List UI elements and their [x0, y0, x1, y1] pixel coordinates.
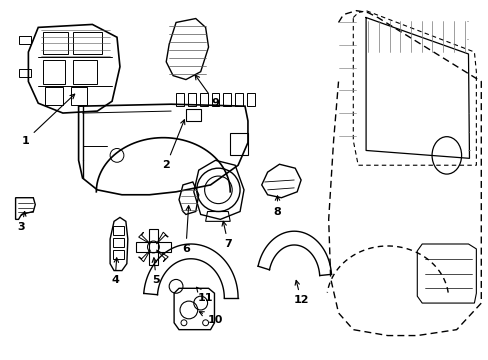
- Text: 4: 4: [111, 258, 119, 285]
- Text: 5: 5: [152, 258, 160, 285]
- Text: 1: 1: [21, 94, 75, 145]
- Text: 3: 3: [18, 212, 26, 232]
- Text: 8: 8: [273, 196, 281, 216]
- Text: 9: 9: [195, 75, 219, 108]
- Text: 2: 2: [162, 120, 184, 170]
- Text: 7: 7: [222, 221, 232, 249]
- Text: 12: 12: [293, 280, 308, 305]
- Text: 10: 10: [199, 312, 223, 325]
- Text: 11: 11: [196, 287, 213, 303]
- Text: 6: 6: [182, 206, 190, 254]
